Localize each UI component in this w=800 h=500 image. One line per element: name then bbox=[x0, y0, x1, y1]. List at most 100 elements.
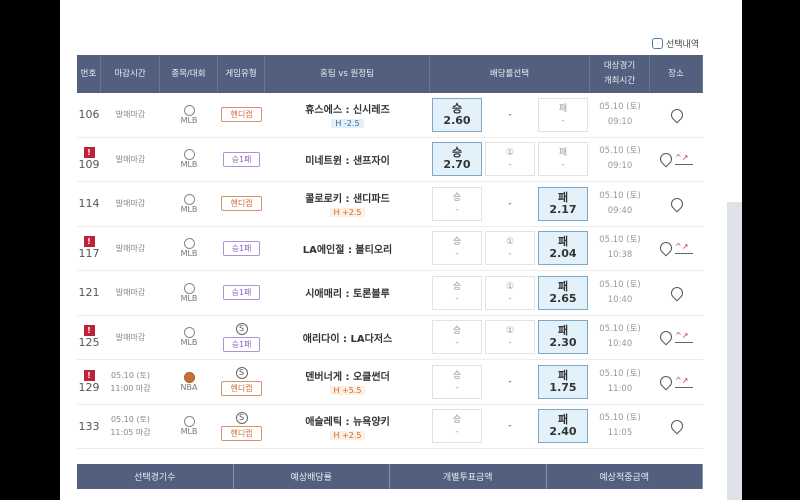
table-body: 106 발매마감 MLB 핸디캡 휴스에스 : 신시레즈 H -2.5 승 2.60- 패 -05… bbox=[77, 93, 703, 449]
odds-value: 1.75 bbox=[549, 380, 577, 394]
special-s-icon: S bbox=[235, 411, 248, 424]
deadline: 발매마감 bbox=[115, 332, 146, 342]
odds-draw-button[interactable]: ①- bbox=[485, 320, 535, 355]
odds-draw-button[interactable]: ①- bbox=[485, 275, 535, 310]
table-row: ! 117 발매마감 MLB 승1패 LA에인절 : 볼티오리 승 - ① - 패 2.04 05.10… bbox=[77, 227, 703, 271]
odds-draw-button[interactable]: ①- bbox=[485, 142, 535, 177]
game-number: 125 bbox=[78, 336, 100, 350]
game-number: 106 bbox=[78, 108, 100, 122]
selection-toggle[interactable]: 선택내역 bbox=[652, 37, 699, 50]
cell-teams: 애리다이 : LA다저스 bbox=[265, 316, 430, 360]
cell-deadline: 05.10 (토) 11:05 마감 bbox=[101, 405, 160, 449]
location-pin-icon[interactable] bbox=[668, 106, 685, 124]
location-pin-icon[interactable] bbox=[657, 239, 675, 257]
odds-lose-button[interactable]: 패 2.65 bbox=[538, 275, 588, 310]
game-number: 114 bbox=[78, 197, 100, 211]
odds-lose-button[interactable]: 패- bbox=[538, 97, 588, 132]
trend-chart-icon[interactable]: ^↗ bbox=[675, 376, 693, 388]
game-time: 11:05 bbox=[607, 428, 633, 439]
game-type-badge: 승1패 bbox=[222, 240, 261, 256]
cell-deadline: 발매마감 bbox=[101, 138, 160, 182]
odds-value: 2.17 bbox=[549, 202, 577, 216]
checkbox[interactable] bbox=[652, 38, 663, 49]
odds-label: ① bbox=[505, 237, 515, 248]
game-type-badge: 핸디캡 bbox=[221, 107, 262, 123]
teams: 시애매리 : 토론블루 bbox=[305, 289, 390, 301]
location-pin-icon[interactable] bbox=[668, 417, 685, 435]
column-header: 번호 bbox=[77, 55, 101, 93]
league: MLB bbox=[180, 160, 198, 170]
odds-label: 패 bbox=[557, 324, 569, 338]
cell-type: S 핸디캡 bbox=[218, 360, 265, 404]
location-pin-icon[interactable] bbox=[657, 328, 675, 346]
basketball-icon bbox=[183, 371, 195, 383]
odds-win-button[interactable]: 승 2.70 bbox=[432, 142, 482, 177]
teams: 애슬레틱 : 뉴욕양키 bbox=[305, 416, 390, 428]
cell-league: NBA bbox=[160, 360, 218, 404]
cell-league: MLB bbox=[160, 405, 218, 449]
odds-lose-button[interactable]: 패 2.30 bbox=[538, 320, 588, 355]
odds-value: - bbox=[455, 382, 459, 393]
alert-icon: ! bbox=[83, 147, 95, 159]
table-header: 번호 마감시간 종목/대회 게임유형 홈팀 vs 원정팀 배당률선택 대상경기 개최시간 장소 bbox=[77, 55, 703, 93]
cell-teams: 미네트윈 : 샌프자이 bbox=[265, 138, 430, 182]
odds-value: - bbox=[508, 109, 512, 120]
odds-label: 패 bbox=[557, 190, 569, 204]
odds-draw-button: - bbox=[485, 98, 535, 132]
game-type-badge: 핸디캡 bbox=[221, 425, 262, 441]
cell-odds: 승 - - 패 1.75 bbox=[430, 360, 590, 404]
cell-deadline: 발매마감 bbox=[101, 182, 160, 226]
cell-number: 114 bbox=[77, 182, 101, 226]
table-row: ! 129 05.10 (토) 11:00 마감 NBA S 핸디캡 덴버너게 : 오클썬더… bbox=[77, 360, 703, 405]
cell-number: ! 109 bbox=[77, 138, 101, 182]
odds-lose-button[interactable]: 패- bbox=[538, 142, 588, 177]
column-header: 홈팀 vs 원정팀 bbox=[265, 55, 430, 93]
odds-win-button[interactable]: 승- bbox=[432, 364, 482, 399]
table-row: ! 109 발매마감 MLB 승1패 미네트윈 : 샌프자이 승 2.70 ① - 패 -05.10 … bbox=[77, 138, 703, 182]
odds-lose-button[interactable]: 패 1.75 bbox=[538, 364, 588, 399]
teams: 덴버너게 : 오클썬더 bbox=[305, 372, 390, 384]
cell-location bbox=[650, 182, 703, 226]
trend-chart-icon[interactable]: ^↗ bbox=[675, 331, 693, 344]
cell-number: 133 bbox=[77, 405, 101, 449]
odds-win-button[interactable]: 승- bbox=[432, 320, 482, 355]
odds-value: 2.65 bbox=[549, 291, 577, 305]
odds-win-button[interactable]: 승- bbox=[432, 409, 482, 444]
cell-location: ^↗ bbox=[650, 360, 703, 404]
trend-chart-icon[interactable]: ^↗ bbox=[675, 153, 693, 166]
cell-teams: LA에인절 : 볼티오리 bbox=[265, 227, 430, 271]
handicap: H -2.5 bbox=[331, 119, 364, 129]
location-pin-icon[interactable] bbox=[668, 284, 685, 302]
teams: 콜로로키 : 샌디파드 bbox=[305, 194, 390, 206]
odds-win-button[interactable]: 승- bbox=[432, 231, 482, 266]
baseball-icon bbox=[183, 327, 195, 339]
baseball-icon bbox=[183, 238, 195, 250]
odds-win-button[interactable]: 승- bbox=[432, 186, 482, 221]
odds-lose-button[interactable]: 패 2.04 bbox=[538, 231, 588, 266]
deadline: 05.10 (토) 11:05 마감 bbox=[110, 415, 151, 438]
odds-label: 승 bbox=[452, 237, 462, 248]
odds-lose-button[interactable]: 패 2.40 bbox=[538, 409, 588, 444]
odds-win-button[interactable]: 승- bbox=[432, 275, 482, 310]
cell-deadline: 발매마감 bbox=[101, 227, 160, 271]
deadline: 발매마감 bbox=[115, 154, 146, 164]
teams: 휴스에스 : 신시레즈 bbox=[305, 105, 390, 117]
odds-label: 패 bbox=[557, 279, 569, 293]
trend-chart-icon[interactable]: ^↗ bbox=[675, 242, 693, 255]
odds-value: - bbox=[561, 160, 565, 171]
odds-label: 패 bbox=[558, 103, 568, 114]
cell-type: 승1패 bbox=[218, 271, 265, 315]
odds-win-button[interactable]: 승 2.60 bbox=[432, 97, 482, 132]
location-pin-icon[interactable] bbox=[657, 150, 675, 168]
cell-odds: 승 - ① - 패 2.65 bbox=[430, 271, 590, 315]
odds-draw-button[interactable]: ①- bbox=[485, 231, 535, 266]
location-pin-icon[interactable] bbox=[668, 195, 685, 213]
game-type-badge: 승1패 bbox=[222, 151, 261, 167]
odds-lose-button[interactable]: 패 2.17 bbox=[538, 186, 588, 221]
game-time: 09:40 bbox=[607, 205, 633, 216]
scrollbar[interactable] bbox=[727, 0, 742, 500]
location-pin-icon[interactable] bbox=[657, 373, 675, 391]
odds-label: 승 bbox=[451, 146, 463, 160]
cell-datetime: 05.10 (토) 09:40 bbox=[590, 182, 650, 226]
scrollbar-thumb[interactable] bbox=[727, 0, 742, 202]
